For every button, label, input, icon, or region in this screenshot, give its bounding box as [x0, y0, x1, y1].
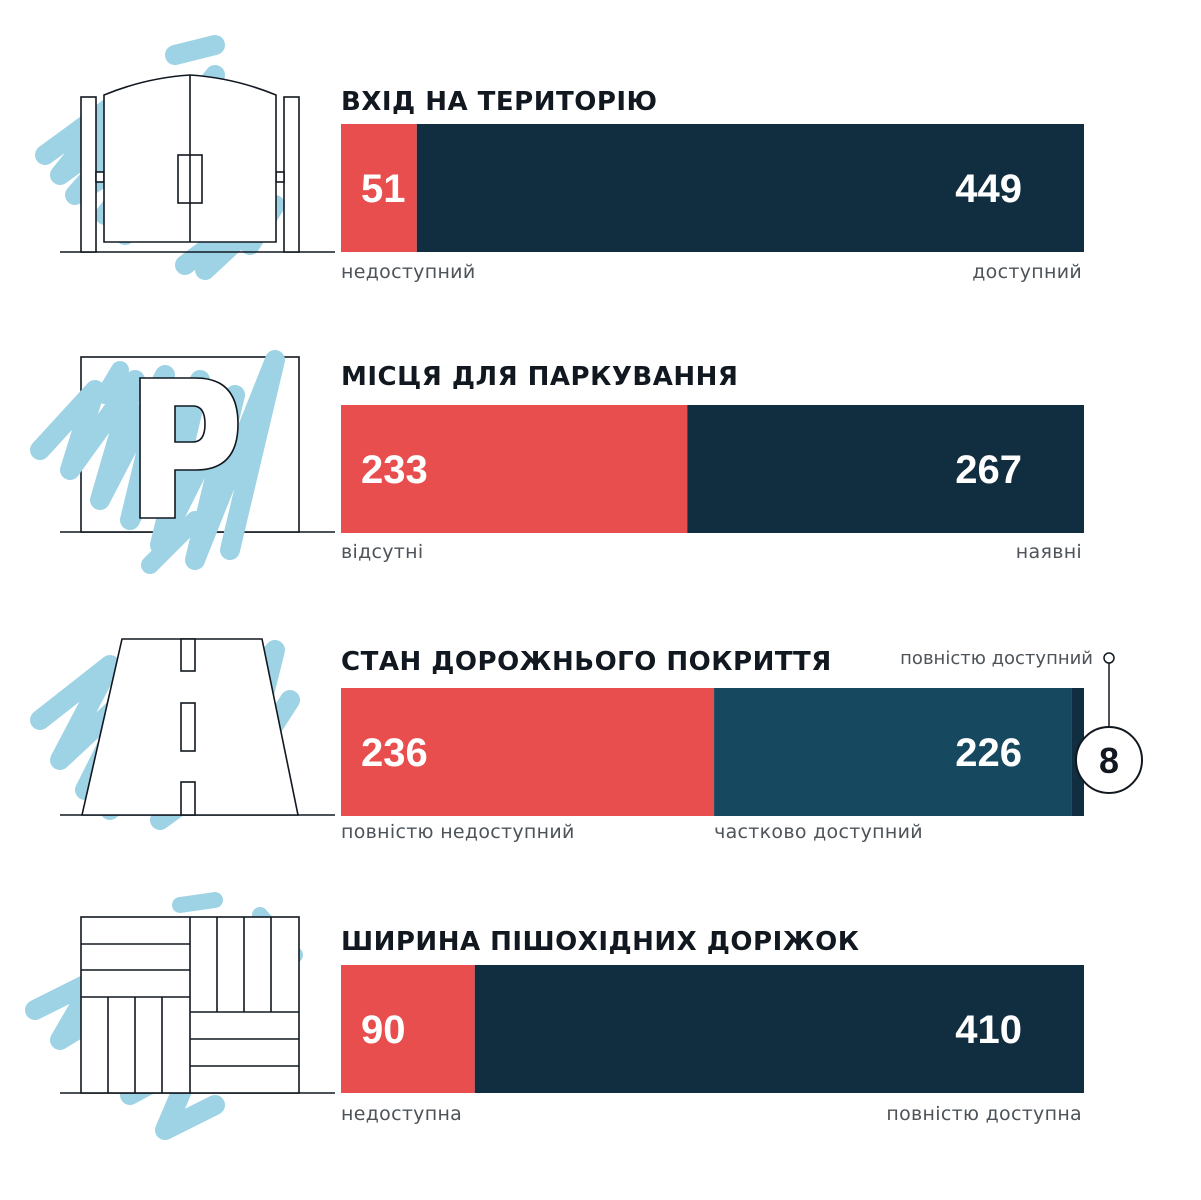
- category-label: повністю доступна: [886, 1103, 1082, 1125]
- bar-segment: [474, 965, 1084, 1093]
- category-label: відсутні: [341, 541, 423, 563]
- bar-segment: [341, 688, 715, 816]
- data-label: 449: [955, 167, 1022, 211]
- callout-dot: [1103, 652, 1115, 664]
- category-label: недоступна: [341, 1103, 462, 1125]
- gate-icon: [35, 35, 335, 280]
- bar-segment: [714, 688, 1072, 816]
- bar-segment: [341, 965, 475, 1093]
- data-label: 226: [955, 731, 1022, 775]
- data-label: 410: [955, 1008, 1022, 1052]
- callout-value: 8: [1099, 740, 1119, 781]
- category-label: наявні: [1016, 541, 1082, 563]
- data-label: 90: [361, 1008, 406, 1052]
- bar-segment: [341, 124, 417, 252]
- stacked-bar: 233 відсутні 267 наявні: [341, 405, 1084, 563]
- stacked-bar: 236 повністю недоступний 226 частково досту…: [341, 648, 1143, 843]
- stacked-bar: 90 недоступна 410 повністю доступна: [341, 965, 1084, 1125]
- bar-segment: [416, 124, 1084, 252]
- chart-title: ВХІД НА ТЕРИТОРІЮ: [341, 87, 658, 117]
- data-label: 51: [361, 167, 406, 211]
- category-label: повністю недоступний: [341, 821, 575, 843]
- road-icon: [30, 638, 335, 830]
- callout-label: повністю доступний: [900, 648, 1093, 669]
- data-label: 233: [361, 448, 428, 492]
- chart-title: МІСЦЯ ДЛЯ ПАРКУВАННЯ: [341, 362, 738, 392]
- data-label: 236: [361, 731, 428, 775]
- bar-segment: [687, 405, 1084, 533]
- category-label: доступний: [972, 261, 1082, 283]
- category-label: недоступний: [341, 261, 475, 283]
- stacked-bar: 51 недоступний 449 доступний: [341, 124, 1084, 283]
- scribble-decoration: [30, 350, 285, 574]
- chart-title: ШИРИНА ПІШОХІДНИХ ДОРІЖОК: [341, 927, 859, 957]
- bar-segment: [341, 405, 688, 533]
- category-label: частково доступний: [714, 821, 923, 843]
- parking-icon: [30, 350, 335, 574]
- data-label: 267: [955, 448, 1022, 492]
- chart-title: СТАН ДОРОЖНЬОГО ПОКРИТТЯ: [341, 647, 832, 677]
- callout-badge: [1075, 726, 1143, 794]
- paving-tiles-icon: [25, 892, 335, 1140]
- bars-layer: 51 недоступний 449 доступний 233 відсутні 267 н…: [341, 124, 1143, 1125]
